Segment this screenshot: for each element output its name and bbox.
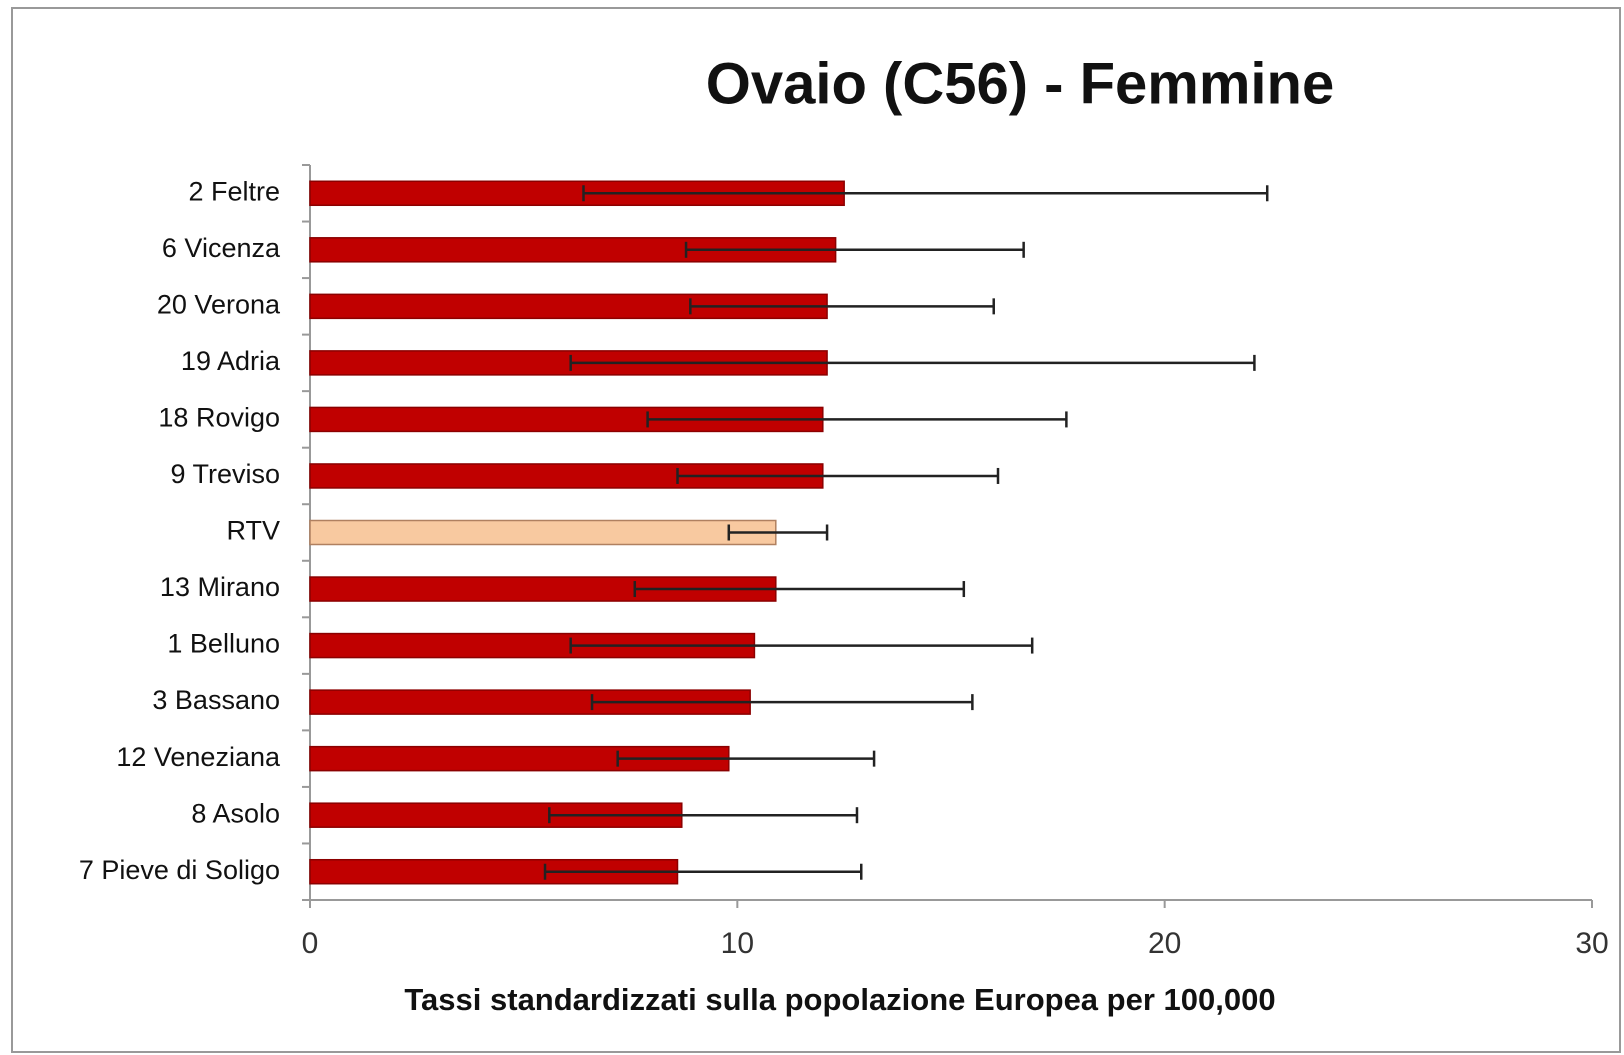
- error-bar: [684, 241, 1025, 258]
- y-tick-label: 13 Mirano: [160, 572, 280, 602]
- y-tick-label: 6 Vicenza: [162, 233, 281, 263]
- error-bar: [676, 467, 1000, 484]
- y-tick-label: 12 Veneziana: [116, 742, 281, 772]
- bar: [309, 519, 777, 546]
- bar: [309, 350, 828, 376]
- y-tick-label: 19 Adria: [181, 346, 281, 376]
- y-tick-label: RTV: [226, 516, 280, 546]
- error-bar: [727, 524, 829, 541]
- error-bar: [582, 185, 1269, 202]
- x-axis-label: Tassi standardizzati sulla popolazione E…: [404, 982, 1275, 1017]
- error-bar: [548, 807, 859, 824]
- error-bar: [646, 411, 1068, 428]
- error-bar: [633, 581, 966, 598]
- x-tick-label: 0: [302, 927, 319, 960]
- chart-title: Ovaio (C56) - Femmine: [706, 51, 1334, 116]
- bar: [309, 293, 828, 320]
- error-bar: [543, 863, 863, 880]
- x-tick-label: 20: [1148, 927, 1181, 960]
- y-tick-label: 8 Asolo: [191, 798, 280, 828]
- y-tick-label: 2 Feltre: [188, 176, 280, 206]
- y-tick-label: 20 Verona: [157, 289, 281, 319]
- y-tick-label: 18 Rovigo: [158, 403, 280, 433]
- y-tick-label: 9 Treviso: [170, 459, 280, 489]
- error-bar: [689, 298, 995, 315]
- error-bar: [590, 694, 974, 711]
- error-bar: [569, 637, 1034, 654]
- y-tick-label: 1 Belluno: [167, 629, 280, 659]
- bar: [309, 689, 751, 715]
- bar: [309, 237, 837, 263]
- x-tick-label: 30: [1575, 927, 1608, 960]
- y-tick-label: 3 Bassano: [152, 685, 280, 715]
- x-tick-label: 10: [721, 927, 754, 960]
- y-tick-label: 7 Pieve di Soligo: [79, 855, 280, 885]
- error-bar: [569, 354, 1256, 371]
- error-bar: [616, 750, 876, 767]
